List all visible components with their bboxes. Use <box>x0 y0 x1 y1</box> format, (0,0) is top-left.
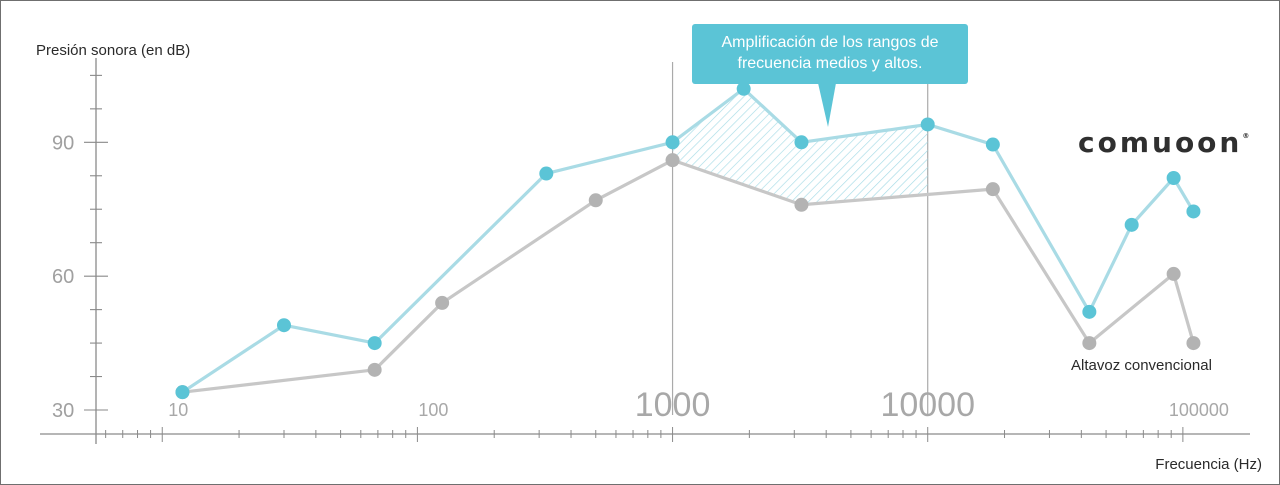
x-tick-label: 100 <box>418 400 448 420</box>
data-point-conventional <box>665 153 680 168</box>
data-point-comuoon <box>736 81 751 96</box>
x-tick-label: 100000 <box>1169 400 1229 420</box>
series-layer <box>175 81 1201 400</box>
comuoon-logo: comuoon® <box>1078 126 1249 159</box>
brand-name: comuoon <box>1078 126 1243 159</box>
data-point-comuoon <box>539 166 554 181</box>
data-point-comuoon <box>1124 217 1139 232</box>
series-label-conventional: Altavoz convencional <box>1071 357 1212 374</box>
data-point-conventional <box>1186 336 1201 351</box>
x-axis-label: Frecuencia (Hz) <box>1155 456 1262 473</box>
tick-labels-layer: 30 60 90 10 100 1000 10000 100000 <box>52 132 1229 424</box>
data-point-conventional <box>588 193 603 208</box>
data-point-comuoon <box>665 135 680 150</box>
data-point-comuoon <box>794 135 809 150</box>
data-point-comuoon <box>367 336 382 351</box>
data-point-comuoon <box>1082 304 1097 319</box>
registered-mark: ® <box>1242 132 1250 140</box>
y-tick-label: 60 <box>52 266 74 288</box>
annotation-callout: Amplificación de los rangos de frecuenci… <box>692 24 968 84</box>
series-line-conventional <box>182 158 1195 394</box>
data-point-comuoon <box>985 137 1000 152</box>
data-point-conventional <box>985 182 1000 197</box>
data-point-conventional <box>367 362 382 377</box>
x-tick-label: 1000 <box>635 386 711 424</box>
y-tick-label: 90 <box>52 132 74 154</box>
axes-layer <box>40 58 1250 444</box>
y-axis-label: Presión sonora (en dB) <box>36 42 191 59</box>
data-point-conventional <box>435 295 450 310</box>
x-tick-label: 10000 <box>880 386 975 424</box>
data-point-comuoon <box>276 318 291 333</box>
data-point-comuoon <box>1186 204 1201 219</box>
data-point-conventional <box>794 197 809 212</box>
callout-pointer <box>818 83 836 127</box>
annotation-text: Amplificación de los rangos de frecuenci… <box>721 34 939 72</box>
y-tick-label: 30 <box>52 400 74 422</box>
data-point-conventional <box>1082 336 1097 351</box>
x-tick-label: 10 <box>168 400 188 420</box>
data-point-conventional <box>1166 266 1181 281</box>
data-point-comuoon <box>1166 171 1181 185</box>
data-point-comuoon <box>175 385 190 400</box>
data-point-comuoon <box>920 117 935 132</box>
